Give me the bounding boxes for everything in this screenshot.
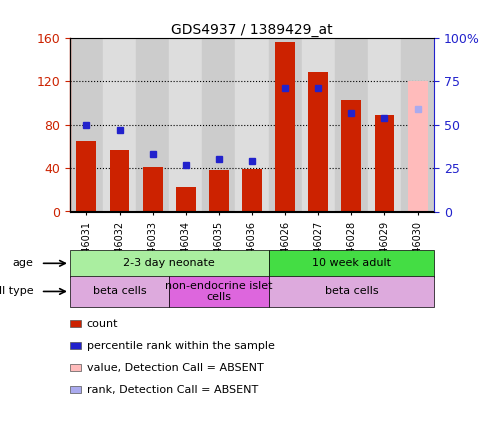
Bar — [76, 141, 96, 212]
Bar — [275, 42, 295, 212]
Bar — [136, 38, 169, 212]
Bar — [70, 38, 103, 212]
Bar — [202, 38, 236, 212]
Bar — [242, 169, 262, 212]
Text: beta cells: beta cells — [324, 286, 378, 297]
Bar — [176, 187, 196, 212]
Bar — [268, 276, 434, 307]
Bar — [308, 71, 328, 212]
Bar — [401, 38, 434, 212]
Text: age: age — [12, 258, 33, 268]
Title: GDS4937 / 1389429_at: GDS4937 / 1389429_at — [171, 23, 333, 37]
Bar — [70, 276, 169, 307]
Bar — [302, 38, 335, 212]
Text: 2-3 day neonate: 2-3 day neonate — [123, 258, 215, 268]
Text: value, Detection Call = ABSENT: value, Detection Call = ABSENT — [87, 363, 263, 373]
Bar — [169, 276, 268, 307]
Bar — [408, 82, 428, 212]
Text: count: count — [87, 319, 118, 329]
Bar — [143, 167, 163, 212]
Text: 10 week adult: 10 week adult — [312, 258, 391, 268]
Bar — [335, 38, 368, 212]
Bar — [368, 38, 401, 212]
Bar — [236, 38, 268, 212]
Bar — [341, 100, 361, 212]
Text: percentile rank within the sample: percentile rank within the sample — [87, 341, 275, 351]
Text: beta cells: beta cells — [93, 286, 146, 297]
Text: rank, Detection Call = ABSENT: rank, Detection Call = ABSENT — [87, 385, 258, 395]
Bar — [268, 38, 302, 212]
Bar — [169, 38, 202, 212]
Bar — [375, 115, 394, 212]
Bar — [110, 150, 129, 212]
Text: cell type: cell type — [0, 286, 33, 297]
Bar — [70, 250, 268, 277]
Bar — [103, 38, 136, 212]
Bar — [209, 170, 229, 212]
Text: non-endocrine islet
cells: non-endocrine islet cells — [165, 280, 272, 302]
Bar — [268, 250, 434, 277]
